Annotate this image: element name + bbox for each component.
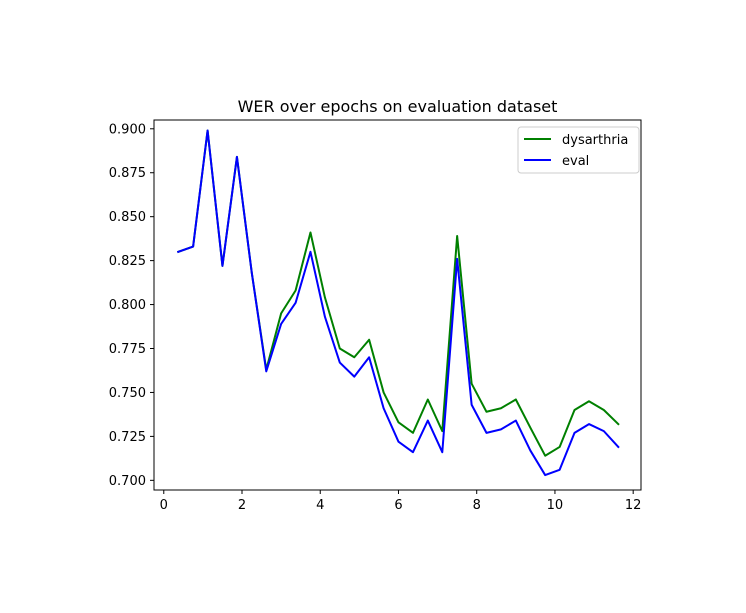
series-layer (176, 129, 620, 477)
y-axis: 0.700 0.725 0.750 0.775 0.800 0.825 0.850 0.875… (109, 122, 154, 489)
x-tick-label: 2 (238, 498, 246, 513)
x-tick-label: 6 (394, 498, 402, 513)
y-tick-label: 0.850 (109, 210, 146, 225)
y-tick-label: 0.700 (109, 474, 146, 489)
chart-title: WER over epochs on evaluation dataset (238, 97, 558, 116)
x-tick-label: 12 (625, 498, 642, 513)
x-tick-label: 8 (473, 498, 481, 513)
x-tick-label: 4 (316, 498, 324, 513)
x-axis: 0 2 4 6 8 10 12 (160, 490, 642, 513)
y-tick-label: 0.750 (109, 386, 146, 401)
y-tick-label: 0.800 (109, 298, 146, 313)
legend-label-dysarthria: dysarthria (562, 133, 628, 148)
series-line-eval (176, 129, 620, 477)
y-tick-label: 0.900 (109, 122, 146, 137)
y-tick-label: 0.875 (109, 166, 146, 181)
x-tick-label: 0 (160, 498, 168, 513)
legend-label-eval: eval (562, 154, 589, 169)
x-tick-label: 10 (547, 498, 564, 513)
y-tick-label: 0.725 (109, 430, 146, 445)
plot-area (154, 120, 641, 490)
legend: dysarthria eval (517, 126, 640, 174)
y-tick-label: 0.825 (109, 254, 146, 269)
y-tick-label: 0.775 (109, 342, 146, 357)
